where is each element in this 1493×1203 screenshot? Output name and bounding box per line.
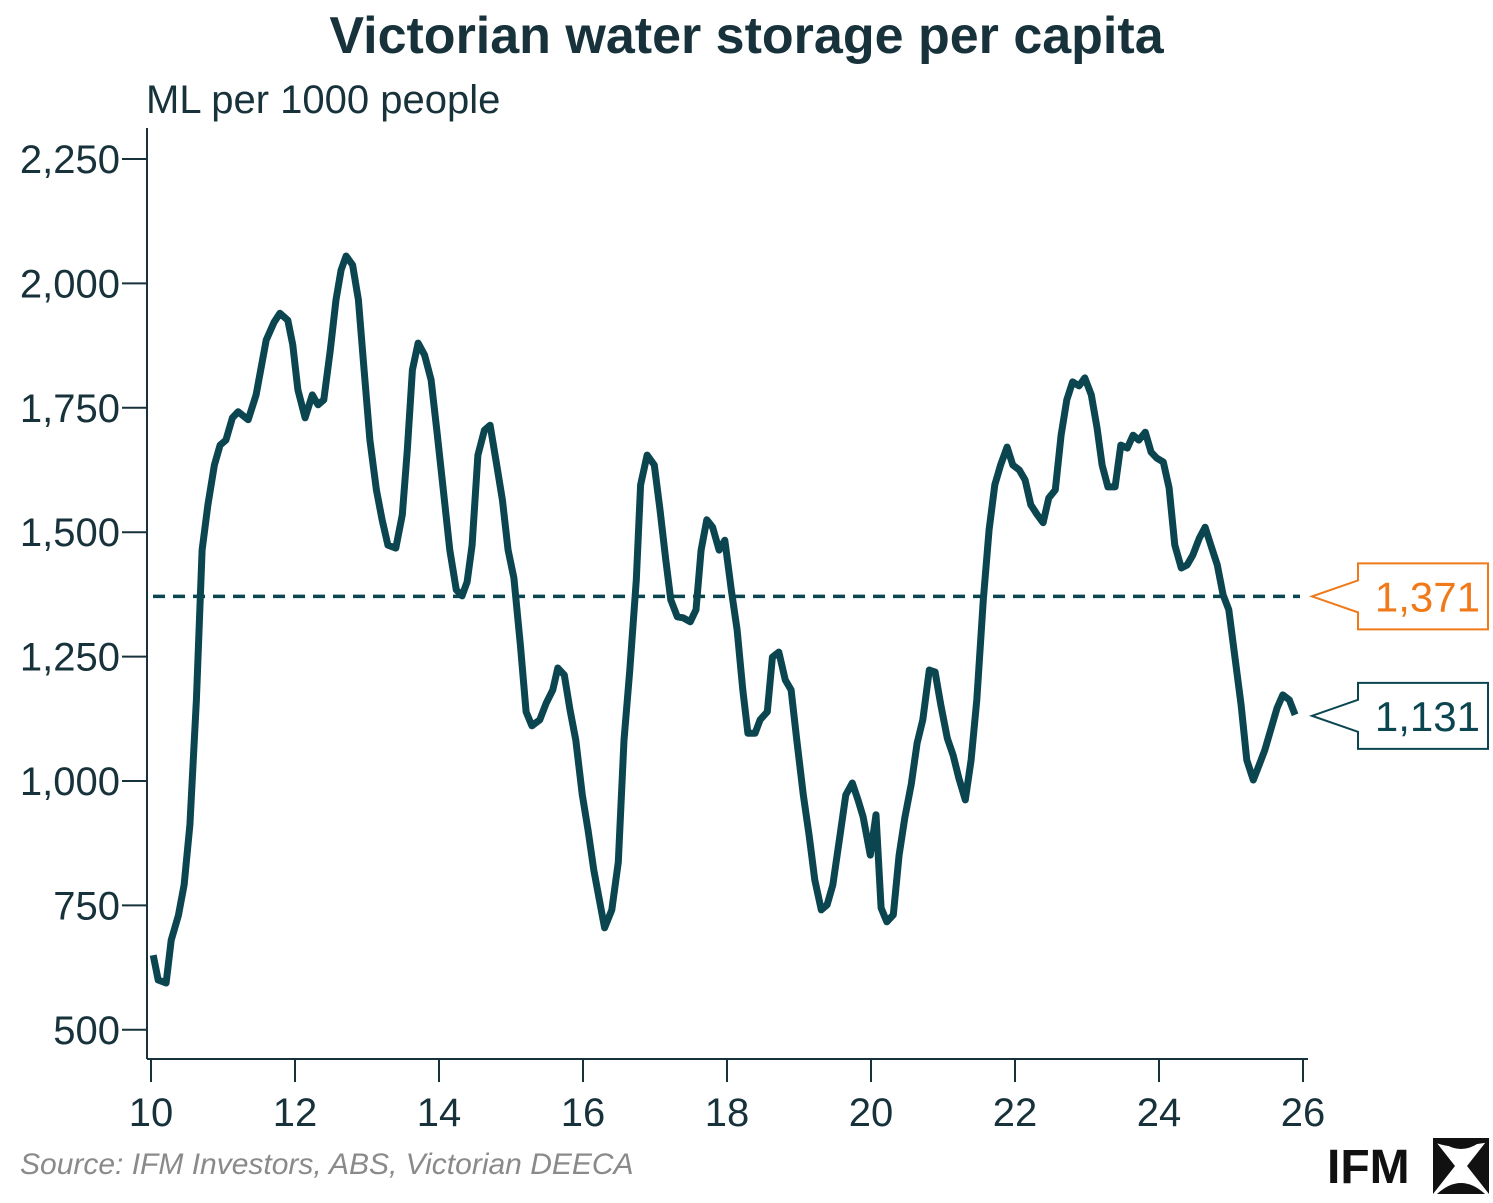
- value-callout-box: [1308, 681, 1489, 750]
- value-callout-box: [1308, 562, 1489, 631]
- y-tick-label: 500: [53, 1009, 120, 1053]
- x-tick-label: 20: [849, 1091, 894, 1135]
- value-callout-label: 1,131: [1375, 693, 1480, 740]
- y-tick-label: 1,500: [20, 511, 120, 555]
- chart-title: Victorian water storage per capita: [329, 7, 1164, 65]
- series-line: [149, 252, 1299, 987]
- y-tick-label: 1,250: [20, 636, 120, 680]
- x-tick-label: 14: [417, 1091, 462, 1135]
- y-tick-label: 2,000: [20, 262, 120, 306]
- y-tick-label: 1,750: [20, 387, 120, 431]
- x-tick-label: 18: [705, 1091, 750, 1135]
- y-axis-label: ML per 1000 people: [146, 78, 501, 122]
- x-tick-label: 10: [129, 1091, 174, 1135]
- value-callout-label: 1,371: [1375, 573, 1480, 620]
- source-note: Source: IFM Investors, ABS, Victorian DE…: [20, 1148, 634, 1181]
- logo-text: IFM: [1327, 1141, 1410, 1194]
- x-tick-label: 16: [561, 1091, 606, 1135]
- x-tick-label: 24: [1137, 1091, 1182, 1135]
- y-tick-label: 1,000: [20, 760, 120, 804]
- y-tick-label: 750: [53, 884, 120, 928]
- y-tick-label: 2,250: [20, 138, 120, 182]
- x-tick-label: 22: [993, 1091, 1038, 1135]
- x-tick-label: 26: [1281, 1091, 1326, 1135]
- x-tick-label: 12: [273, 1091, 318, 1135]
